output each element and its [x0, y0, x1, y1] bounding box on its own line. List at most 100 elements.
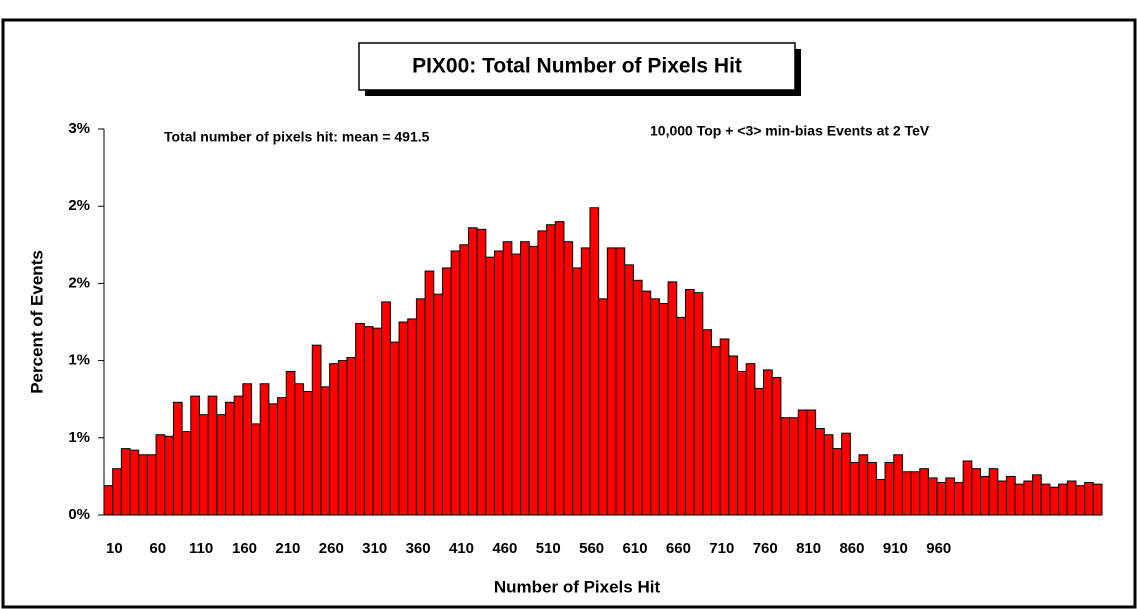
bar — [1092, 483, 1103, 516]
bar — [1049, 486, 1060, 516]
bar — [580, 247, 591, 516]
x-tick-label: 560 — [579, 540, 604, 557]
y-tick-label: 3% — [68, 120, 90, 137]
x-tick-label: 310 — [362, 540, 387, 557]
bar — [112, 468, 122, 516]
bar — [953, 482, 964, 516]
bar — [233, 395, 244, 516]
chart-title: PIX00: Total Number of Pixels Hit — [412, 55, 742, 78]
bar — [164, 435, 174, 516]
bar — [815, 428, 825, 516]
bar — [372, 327, 383, 516]
bar — [207, 395, 218, 516]
bar — [294, 383, 305, 516]
bar — [980, 475, 990, 516]
bar — [806, 409, 817, 516]
bar — [997, 480, 1008, 516]
bar — [667, 281, 678, 516]
bar — [198, 414, 209, 516]
bar — [884, 462, 895, 516]
bar — [988, 468, 999, 516]
bar — [780, 417, 791, 516]
x-tick-label: 760 — [753, 540, 778, 557]
bar — [589, 207, 600, 516]
bar — [676, 316, 686, 516]
bar — [598, 298, 608, 516]
bar — [606, 247, 617, 516]
bar — [823, 434, 834, 516]
bar — [303, 390, 313, 516]
bar — [450, 250, 461, 516]
bar — [337, 360, 348, 516]
bar — [867, 462, 877, 516]
bar — [1032, 474, 1042, 516]
bar — [693, 292, 704, 516]
bar — [216, 414, 226, 516]
bar — [146, 454, 157, 516]
bar — [381, 301, 391, 516]
bar — [320, 386, 331, 516]
x-tick-label: 110 — [189, 540, 213, 557]
x-axis-label: Number of Pixels Hit — [494, 577, 661, 596]
bar — [962, 460, 973, 516]
bar — [945, 477, 955, 516]
bar — [1058, 483, 1068, 516]
x-tick-label: 360 — [406, 540, 431, 557]
bar — [346, 357, 357, 516]
x-tick-label: 160 — [232, 540, 257, 557]
bar — [650, 298, 660, 516]
x-tick-label: 460 — [492, 540, 517, 557]
bar — [919, 468, 929, 516]
bar — [138, 454, 148, 516]
bar — [537, 230, 548, 516]
y-tick-label: 2% — [68, 197, 90, 214]
annotation: 10,000 Top + <3> min-bias Events at 2 Te… — [650, 123, 930, 139]
bar — [129, 449, 140, 516]
bar — [433, 293, 443, 516]
bar — [1014, 483, 1025, 516]
bar — [702, 329, 712, 516]
bar — [520, 241, 530, 516]
bar — [1023, 480, 1034, 516]
y-tick-label: 0% — [68, 506, 90, 523]
bar — [624, 264, 634, 516]
bar — [1066, 480, 1077, 516]
bar — [242, 383, 253, 516]
bar — [415, 298, 426, 516]
bar — [1075, 485, 1086, 516]
bar — [632, 279, 643, 516]
y-tick-label: 1% — [68, 352, 90, 369]
bar — [407, 318, 417, 516]
bar — [190, 395, 200, 516]
bar — [710, 346, 721, 516]
bar — [797, 409, 808, 516]
bar — [511, 253, 522, 516]
y-axis-label: Percent of Events — [27, 250, 46, 394]
bar — [1040, 483, 1051, 516]
bar — [502, 241, 513, 516]
bar — [120, 448, 131, 516]
bar — [1006, 475, 1016, 516]
bar — [728, 355, 739, 516]
bar — [103, 485, 114, 516]
bar — [476, 228, 487, 516]
bar — [528, 245, 539, 516]
bar — [467, 227, 478, 516]
x-tick-label: 610 — [623, 540, 648, 557]
x-tick-label: 660 — [666, 540, 691, 557]
bar — [763, 369, 773, 516]
bar — [155, 434, 166, 516]
x-tick-label: 60 — [149, 540, 166, 557]
bar — [719, 338, 730, 516]
bar — [389, 341, 400, 516]
bar — [615, 247, 626, 516]
bar — [832, 448, 843, 516]
x-tick-label: 410 — [449, 540, 474, 557]
bar — [927, 477, 938, 516]
bar — [893, 454, 903, 516]
x-tick-label: 210 — [275, 540, 300, 557]
x-tick-label: 960 — [926, 540, 951, 557]
bar — [181, 431, 192, 516]
bar — [754, 387, 765, 516]
bar — [858, 454, 869, 516]
